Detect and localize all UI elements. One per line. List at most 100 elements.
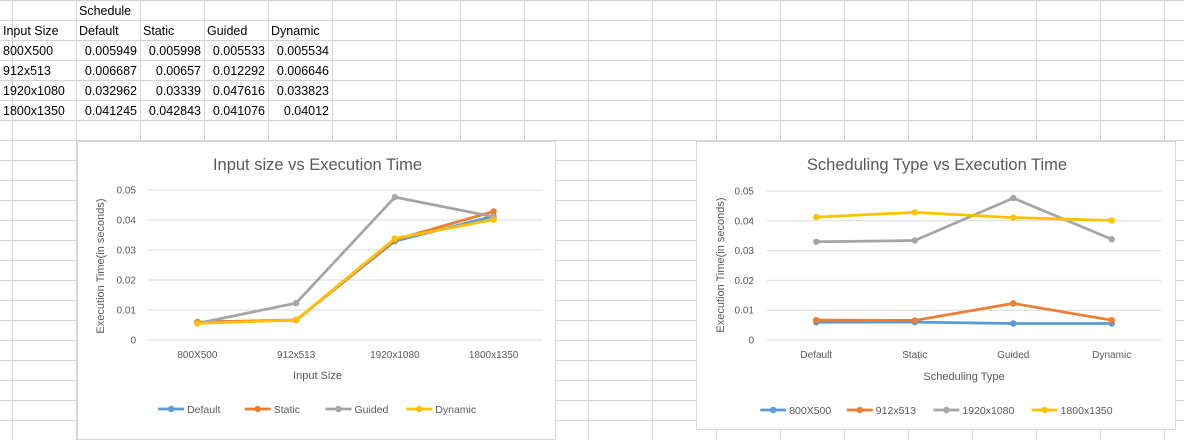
header-dynamic-cell[interactable]: Dynamic	[271, 24, 320, 38]
value-cell[interactable]: 0.00657	[155, 64, 201, 78]
y-tick-label: 0.03	[735, 246, 755, 257]
schedule-label-cell[interactable]: Schedule	[79, 4, 132, 18]
legend-label: Default	[187, 404, 220, 416]
series-lines	[194, 193, 497, 327]
row-label-cell[interactable]: 912x513	[3, 64, 51, 78]
x-tick-label: Default	[800, 350, 832, 361]
y-tick-labels: 0 0.01 0.02 0.03 0.04 0.05	[117, 186, 137, 347]
legend-label: 912x513	[876, 405, 916, 417]
data-point[interactable]	[1010, 320, 1017, 327]
y-tick-label: 0.01	[117, 306, 137, 317]
legend[interactable]: Default Static Guided Dynamic	[158, 404, 476, 416]
x-axis-label: Input Size	[293, 370, 342, 382]
value-cell[interactable]: 0.047616	[212, 84, 265, 98]
legend-marker	[335, 405, 342, 413]
legend-item[interactable]: Default	[158, 404, 220, 416]
series-line[interactable]	[196, 195, 495, 325]
header-guided-cell[interactable]: Guided	[207, 24, 248, 38]
data-point[interactable]	[194, 320, 201, 327]
value-cell[interactable]: 0.032962	[84, 84, 137, 98]
legend-marker	[1041, 406, 1048, 414]
legend-item[interactable]: Guided	[325, 404, 389, 416]
value-cell[interactable]: 0.042843	[148, 104, 201, 118]
series-line[interactable]	[196, 218, 495, 325]
y-axis-label: Execution Time(in seconds)	[95, 198, 107, 333]
row-label-cell[interactable]: 1920x1080	[3, 84, 65, 98]
data-point[interactable]	[813, 238, 820, 245]
value-cell[interactable]: 0.03339	[155, 84, 201, 98]
x-tick-label: Static	[902, 350, 927, 361]
legend-item[interactable]: Dynamic	[406, 404, 476, 416]
legend-label: Guided	[355, 404, 389, 416]
chart-scheduling-type-vs-execution-time[interactable]: Scheduling Type vs Execution Time Schedu…	[696, 141, 1176, 430]
x-axis-label: Scheduling Type	[923, 371, 1004, 383]
data-point[interactable]	[490, 208, 497, 215]
value-cell[interactable]: 0.005998	[148, 44, 201, 58]
x-tick-label: Dynamic	[1092, 350, 1131, 361]
x-tick-labels: 800X500 912x513 1920x1080 1800x1350	[177, 350, 518, 361]
row-label-cell[interactable]: 1800x1350	[3, 104, 65, 118]
legend-marker	[416, 405, 423, 413]
data-point[interactable]	[490, 216, 497, 223]
legend-marker	[167, 405, 175, 413]
value-cell[interactable]: 0.04012	[283, 104, 329, 118]
data-point[interactable]	[813, 213, 820, 221]
value-cell[interactable]: 0.005533	[212, 44, 265, 58]
data-point[interactable]	[391, 193, 399, 201]
value-cell[interactable]: 0.005534	[276, 44, 329, 58]
legend-label: 1800x1350	[1061, 405, 1113, 417]
value-cell[interactable]: 0.006687	[84, 64, 137, 78]
data-point[interactable]	[1108, 236, 1115, 243]
data-point[interactable]	[1108, 217, 1115, 224]
y-tick-label: 0.02	[117, 276, 137, 287]
legend-item[interactable]: Static	[244, 404, 300, 416]
value-cell[interactable]: 0.012292	[212, 64, 265, 78]
legend-item[interactable]: 1920x1080	[933, 405, 1015, 417]
gridlines	[148, 189, 543, 341]
series-line[interactable]	[814, 320, 1114, 325]
data-point[interactable]	[911, 209, 918, 216]
y-tick-label: 0	[748, 336, 754, 347]
data-point[interactable]	[1010, 300, 1017, 307]
chart-input-size-vs-execution-time[interactable]: Input size vs Execution Time Input Size …	[77, 141, 556, 440]
row-label-cell[interactable]: 800X500	[3, 44, 54, 58]
data-point[interactable]	[391, 235, 399, 242]
series-line[interactable]	[196, 214, 495, 324]
x-tick-label: Guided	[997, 350, 1029, 361]
value-cell[interactable]: 0.041245	[84, 104, 137, 118]
y-tick-label: 0.04	[117, 216, 137, 227]
header-static-cell[interactable]: Static	[143, 24, 175, 38]
legend-item[interactable]: 912x513	[846, 405, 916, 417]
legend-label: 1920x1080	[962, 405, 1014, 417]
data-point[interactable]	[1010, 194, 1017, 202]
legend-label: Static	[274, 404, 300, 416]
chart-svg: Input size vs Execution Time Input Size …	[95, 156, 543, 416]
y-tick-label: 0.05	[117, 186, 137, 197]
x-tick-label: 912x513	[277, 350, 316, 361]
legend-item[interactable]: 1800x1350	[1031, 405, 1113, 417]
series-line[interactable]	[814, 301, 1114, 322]
value-cell[interactable]: 0.041076	[212, 104, 265, 118]
value-cell[interactable]: 0.006646	[276, 64, 329, 78]
legend[interactable]: 800X500 912x513 1920x1080 1800x1350	[760, 405, 1113, 417]
data-point[interactable]	[292, 299, 300, 307]
value-cell[interactable]: 0.033823	[276, 84, 329, 98]
x-tick-labels: Default Static Guided Dynamic	[800, 350, 1131, 361]
data-point[interactable]	[1010, 214, 1017, 221]
header-default-cell[interactable]: Default	[79, 24, 119, 38]
data-point[interactable]	[911, 237, 918, 244]
data-point[interactable]	[1108, 316, 1115, 324]
data-point[interactable]	[813, 316, 820, 324]
data-point[interactable]	[292, 316, 300, 324]
x-tick-label: 1920x1080	[370, 350, 420, 361]
y-tick-label: 0.05	[735, 187, 755, 198]
x-tick-label: 800X500	[177, 350, 217, 361]
y-tick-label: 0.02	[735, 276, 755, 287]
series-lines	[813, 194, 1115, 327]
data-point[interactable]	[911, 317, 918, 324]
header-input-size-cell[interactable]: Input Size	[3, 24, 59, 38]
chart-title: Scheduling Type vs Execution Time	[807, 156, 1067, 174]
legend-item[interactable]: 800X500	[760, 405, 831, 417]
series-line[interactable]	[814, 210, 1114, 222]
value-cell[interactable]: 0.005949	[84, 44, 137, 58]
